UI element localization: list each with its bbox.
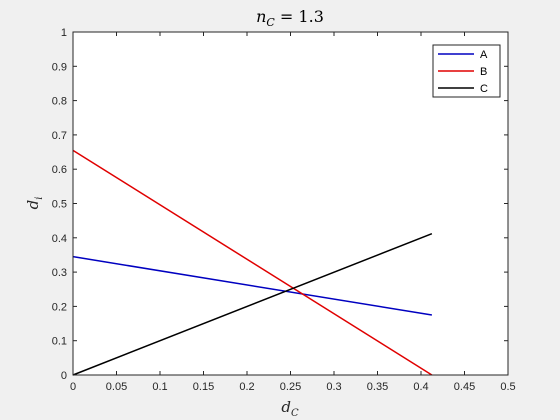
y-tick-label: 0.5 xyxy=(52,199,67,211)
x-tick-label: 0.1 xyxy=(152,381,167,393)
y-tick-label: 0.4 xyxy=(52,233,67,245)
y-tick-label: 0.9 xyxy=(52,61,67,73)
y-tick-label: 0.3 xyxy=(52,267,67,279)
ticks-layer: 0 0.05 0.1 0.15 0.2 0.25 0.3 0.35 0.4 0.45 0.5 0 0.1… xyxy=(52,27,516,393)
series-line-a xyxy=(72,255,432,316)
x-tick-label: 0.45 xyxy=(454,381,475,393)
y-tick-label: 0.7 xyxy=(52,130,67,142)
x-tick-label: 0.5 xyxy=(500,381,515,393)
x-tick-label: 0.4 xyxy=(413,381,428,393)
x-tick-label: 0.05 xyxy=(106,381,127,393)
series-layer xyxy=(72,149,433,376)
y-tick-label: 0.1 xyxy=(52,336,67,348)
legend-label-c: C xyxy=(480,83,488,95)
y-tick-label: 0.6 xyxy=(52,164,67,176)
x-tick-label: 0.3 xyxy=(326,381,341,393)
legend-label-b: B xyxy=(480,66,487,78)
series-line-b xyxy=(72,149,433,376)
x-tick-label: 0 xyxy=(70,381,76,393)
x-tick-label: 0.2 xyxy=(239,381,254,393)
x-tick-label: 0.35 xyxy=(367,381,388,393)
y-tick-label: 0.8 xyxy=(52,96,67,108)
series-line-c xyxy=(72,232,433,376)
x-axis-title: dC xyxy=(281,398,299,419)
x-tick-label: 0.15 xyxy=(193,381,214,393)
y-tick-label: 0.2 xyxy=(52,301,67,313)
legend: A B C xyxy=(432,44,501,98)
chart-title: nC = 1.3 xyxy=(256,7,324,29)
x-tick-label: 0.25 xyxy=(280,381,301,393)
y-tick-label: 0 xyxy=(61,370,67,382)
legend-label-a: A xyxy=(480,49,488,61)
y-tick-label: 1 xyxy=(61,27,67,39)
y-axis-title: di xyxy=(24,197,45,210)
